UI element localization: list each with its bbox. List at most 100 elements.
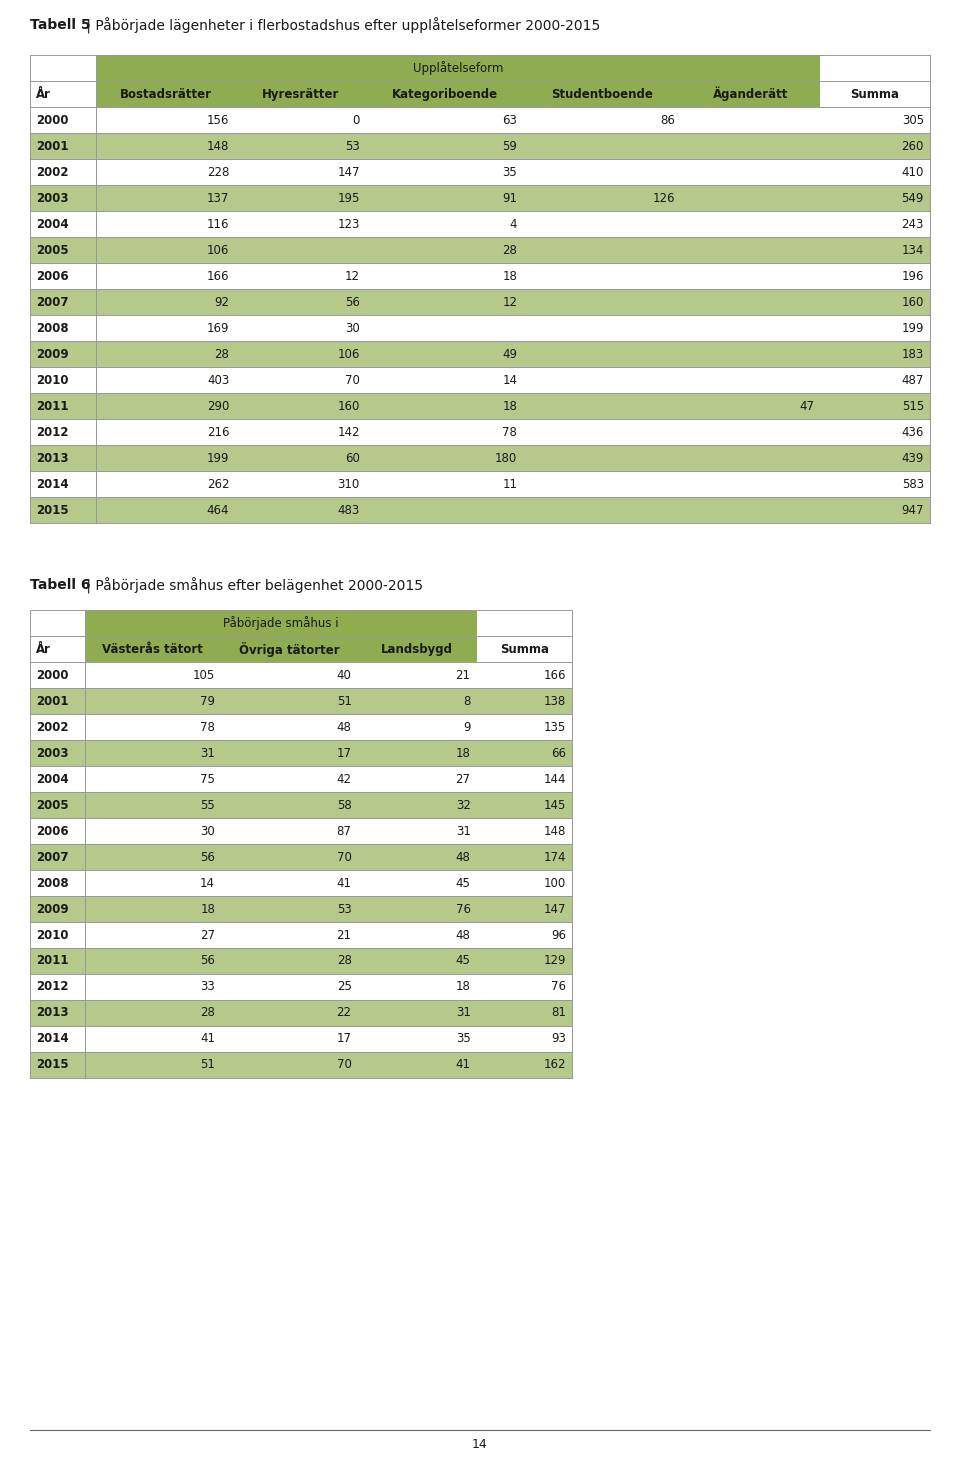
Text: 78: 78	[502, 426, 517, 439]
Text: 106: 106	[206, 243, 229, 257]
Text: 160: 160	[901, 296, 924, 309]
Text: 31: 31	[201, 746, 215, 760]
Bar	[30, 445, 930, 471]
Text: 92: 92	[214, 296, 229, 309]
Text: 91: 91	[502, 191, 517, 204]
Text: 2011: 2011	[36, 399, 68, 413]
Text: 2000: 2000	[36, 669, 68, 681]
Text: 410: 410	[901, 166, 924, 178]
Text: 174: 174	[544, 850, 566, 863]
Text: 60: 60	[345, 452, 360, 465]
Bar	[30, 238, 930, 262]
Text: 18: 18	[201, 903, 215, 916]
Text: 75: 75	[201, 773, 215, 786]
Text: 137: 137	[206, 191, 229, 204]
Text: 2002: 2002	[36, 720, 68, 733]
Text: 160: 160	[337, 399, 360, 413]
Bar	[30, 948, 572, 974]
Text: 166: 166	[206, 270, 229, 283]
Text: 2010: 2010	[36, 929, 68, 942]
Text: 2003: 2003	[36, 191, 68, 204]
Bar	[30, 844, 572, 870]
Text: 2001: 2001	[36, 694, 68, 707]
Text: 41: 41	[337, 876, 351, 889]
Text: 14: 14	[200, 876, 215, 889]
Text: 48: 48	[456, 929, 470, 942]
Bar	[681, 82, 820, 106]
Bar	[30, 792, 572, 818]
Text: 2014: 2014	[36, 1032, 68, 1045]
Text: 142: 142	[337, 426, 360, 439]
Text: 260: 260	[901, 140, 924, 153]
Text: 436: 436	[901, 426, 924, 439]
Text: 2008: 2008	[36, 322, 68, 334]
Text: Tabell 6: Tabell 6	[30, 577, 90, 592]
Bar	[221, 636, 357, 662]
Text: 134: 134	[901, 243, 924, 257]
Text: 2011: 2011	[36, 955, 68, 968]
Text: 2013: 2013	[36, 1006, 68, 1019]
Text: 166: 166	[544, 669, 566, 681]
Text: Övriga tätorter: Övriga tätorter	[239, 642, 340, 656]
Text: 31: 31	[456, 1006, 470, 1019]
Text: 2014: 2014	[36, 478, 68, 490]
Text: 310: 310	[338, 478, 360, 490]
Text: Hyresrätter: Hyresrätter	[262, 87, 339, 101]
Text: 18: 18	[502, 399, 517, 413]
Text: 51: 51	[337, 694, 351, 707]
Text: 21: 21	[337, 929, 351, 942]
Text: 2015: 2015	[36, 1059, 68, 1072]
Text: 199: 199	[206, 452, 229, 465]
Bar	[357, 609, 476, 636]
Bar	[30, 341, 930, 367]
Text: 81: 81	[552, 1006, 566, 1019]
Text: 290: 290	[206, 399, 229, 413]
Text: 228: 228	[206, 166, 229, 178]
Text: 42: 42	[337, 773, 351, 786]
Bar	[235, 82, 366, 106]
Text: 56: 56	[345, 296, 360, 309]
Text: 2001: 2001	[36, 140, 68, 153]
Text: Bostadsrätter: Bostadsrätter	[119, 87, 211, 101]
Text: 2010: 2010	[36, 373, 68, 386]
Text: 70: 70	[337, 850, 351, 863]
Text: 195: 195	[337, 191, 360, 204]
Text: 58: 58	[337, 799, 351, 812]
Text: 12: 12	[502, 296, 517, 309]
Text: År: År	[36, 87, 51, 101]
Bar	[96, 82, 235, 106]
Text: 216: 216	[206, 426, 229, 439]
Text: 79: 79	[200, 694, 215, 707]
Text: 2012: 2012	[36, 426, 68, 439]
Text: 22: 22	[337, 1006, 351, 1019]
Text: 515: 515	[901, 399, 924, 413]
Text: 243: 243	[901, 217, 924, 230]
Text: 196: 196	[901, 270, 924, 283]
Bar	[84, 609, 221, 636]
Text: 2007: 2007	[36, 296, 68, 309]
Text: 2002: 2002	[36, 166, 68, 178]
Text: 70: 70	[337, 1059, 351, 1072]
Text: 105: 105	[193, 669, 215, 681]
Text: 439: 439	[901, 452, 924, 465]
Text: 35: 35	[456, 1032, 470, 1045]
Text: 2006: 2006	[36, 270, 68, 283]
Text: 2013: 2013	[36, 452, 68, 465]
Text: 0: 0	[352, 114, 360, 127]
Text: 30: 30	[345, 322, 360, 334]
Bar	[30, 897, 572, 921]
Text: 135: 135	[544, 720, 566, 733]
Text: 70: 70	[345, 373, 360, 386]
Text: 18: 18	[456, 746, 470, 760]
Bar	[30, 394, 930, 418]
Bar	[30, 497, 930, 523]
Text: Landsbygd: Landsbygd	[381, 643, 453, 656]
Text: 4: 4	[510, 217, 517, 230]
Text: 100: 100	[544, 876, 566, 889]
Text: 147: 147	[337, 166, 360, 178]
Text: Kategoriboende: Kategoriboende	[392, 87, 497, 101]
Bar	[366, 82, 523, 106]
Text: 116: 116	[206, 217, 229, 230]
Text: 56: 56	[201, 955, 215, 968]
Text: 27: 27	[456, 773, 470, 786]
